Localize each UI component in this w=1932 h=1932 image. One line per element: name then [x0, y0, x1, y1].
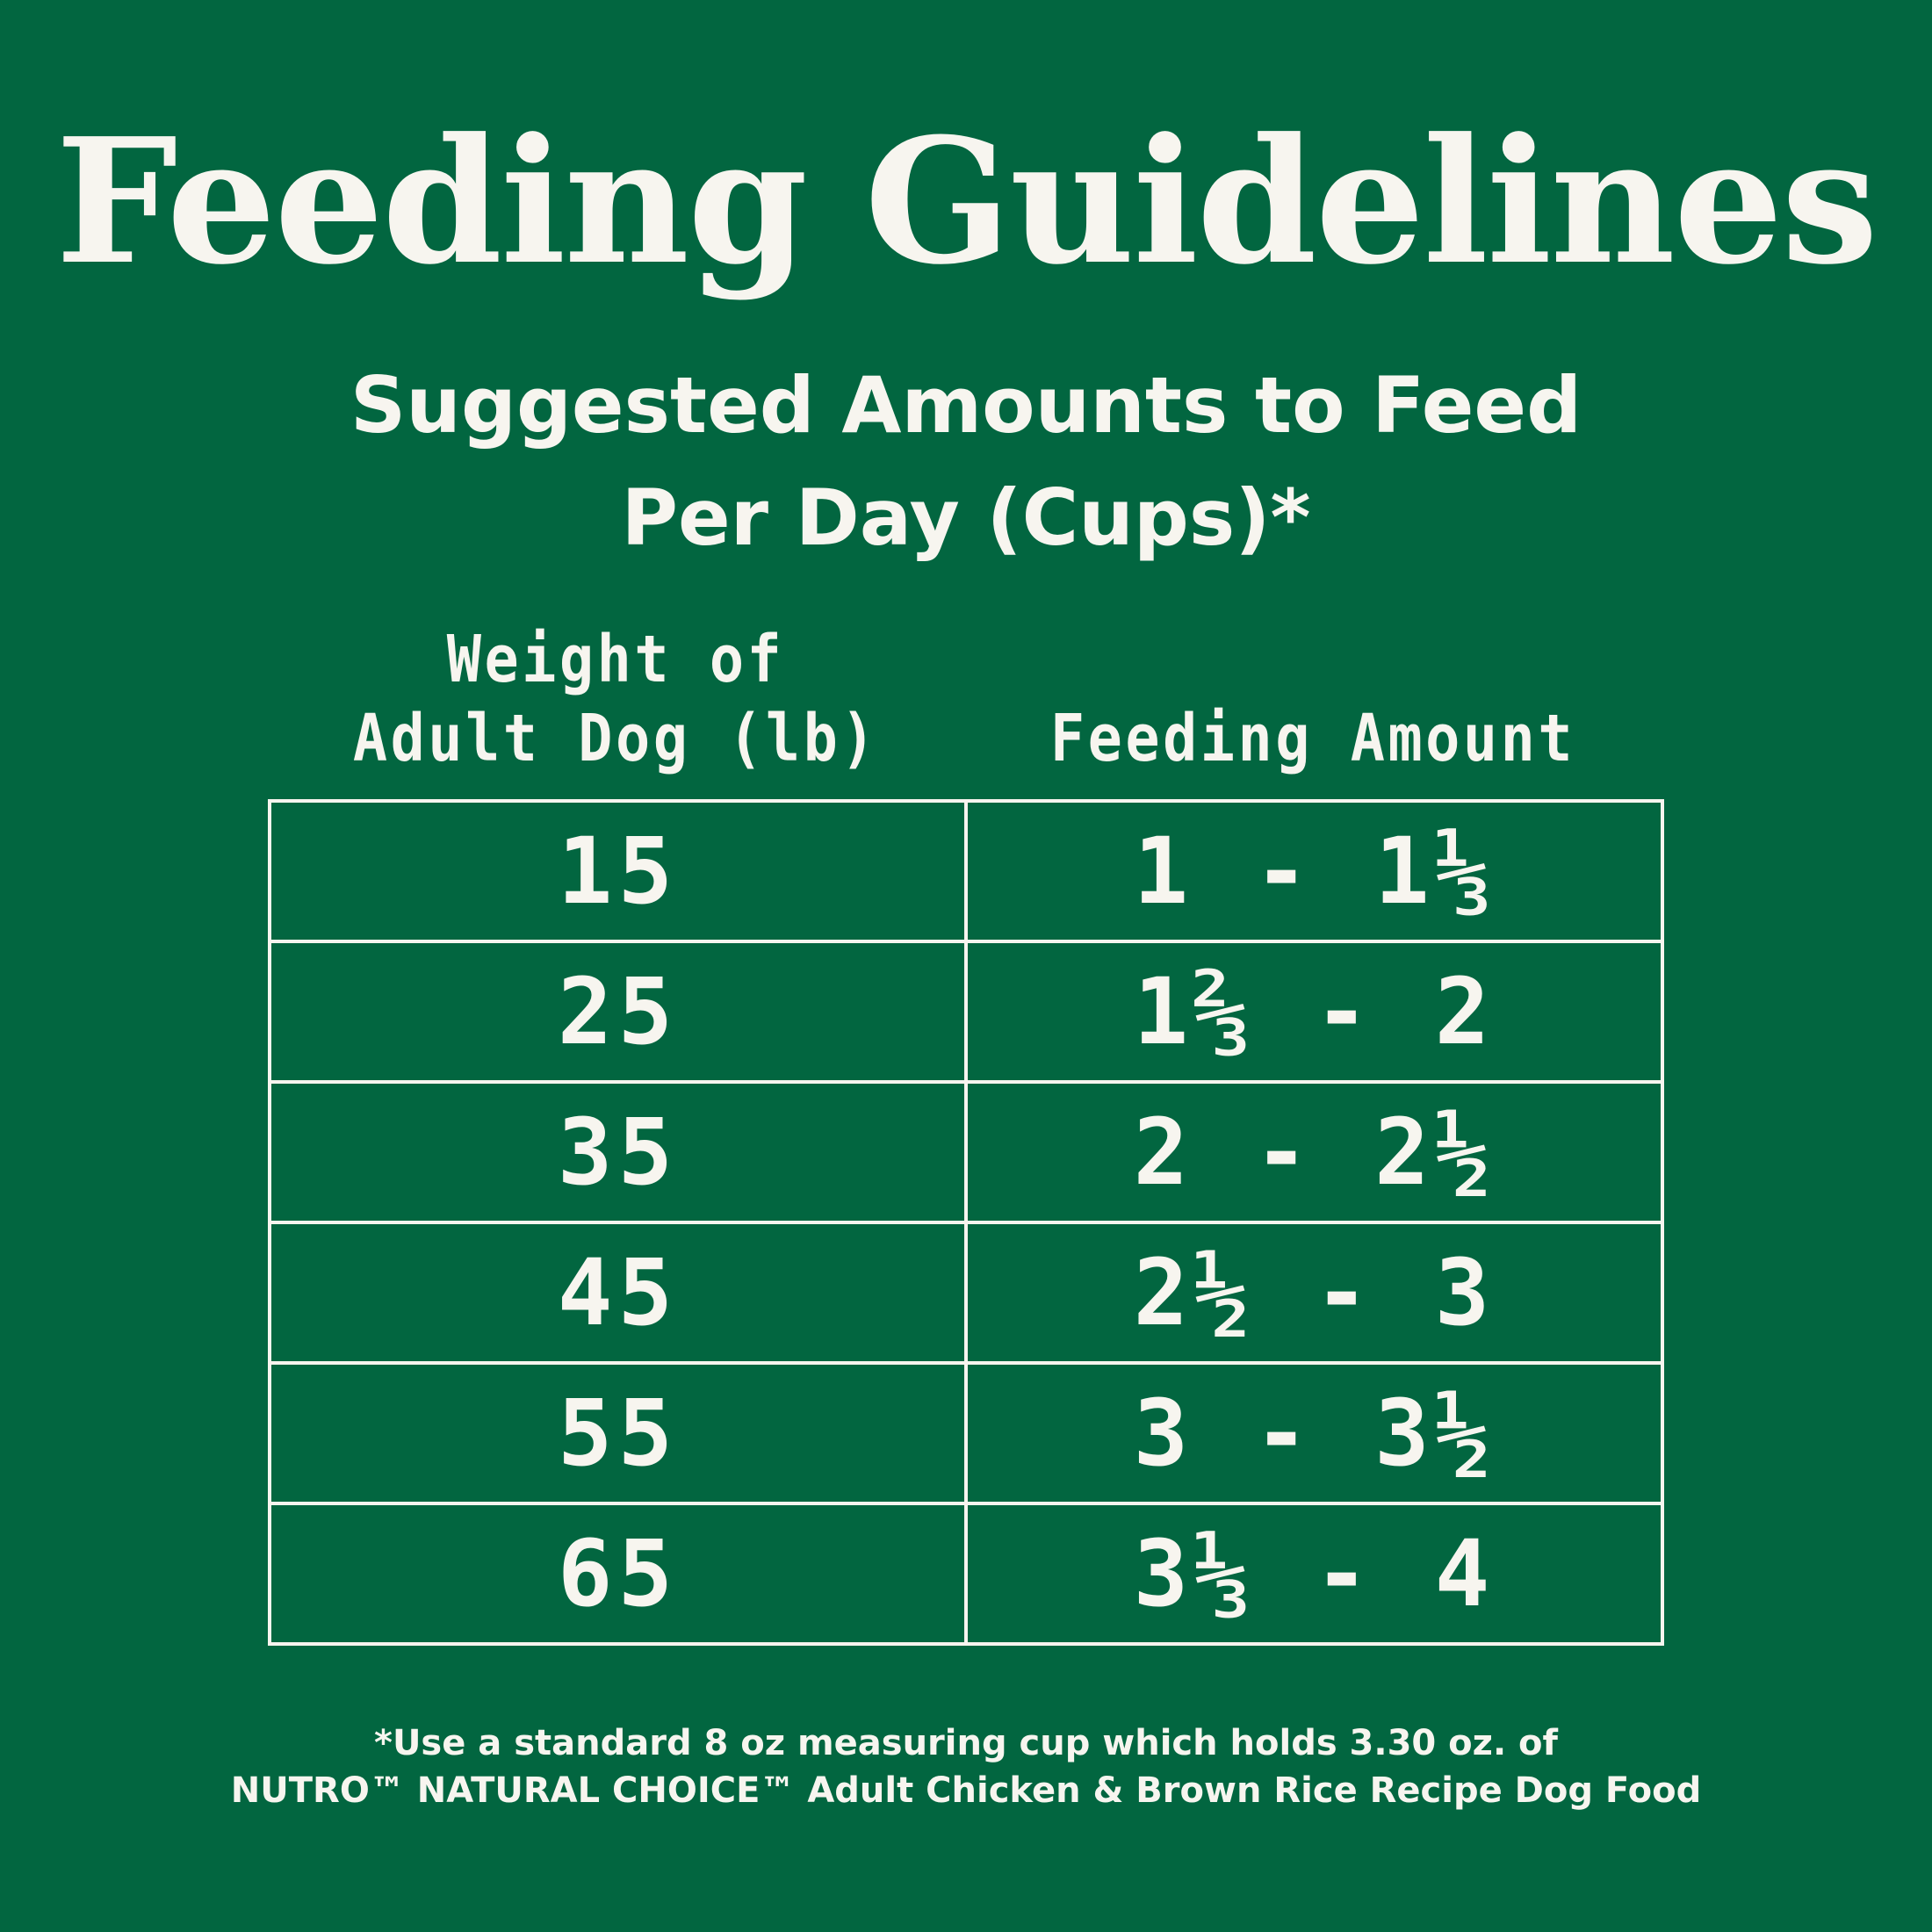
subtitle: Suggested Amounts to Feed Per Day (Cups)… [0, 350, 1932, 574]
column-header-amount: Feeding Amount [1007, 699, 1618, 778]
feeding-table: 15 1 - 1⅓ 25 1⅔ - 2 35 2 - 2½ 45 2½ - 3 … [268, 799, 1664, 1646]
table-row: 35 2 - 2½ [271, 1084, 1661, 1224]
footnote-line-2: NUTRO™ NATURAL CHOICE™ Adult Chicken & B… [230, 1770, 1702, 1811]
footnote: *Use a standard 8 oz measuring cup which… [0, 1719, 1932, 1814]
page-title: Feeding Guidelines [55, 101, 1878, 303]
table-row: 45 2½ - 3 [271, 1224, 1661, 1365]
weight-cell: 65 [271, 1505, 968, 1642]
amount-cell: 3 - 3½ [1133, 1380, 1496, 1487]
subtitle-line-2: Per Day (Cups)* [621, 472, 1311, 563]
column-header-weight: Weight of Adult Dog (lb) [310, 620, 920, 778]
table-row: 25 1⅔ - 2 [271, 943, 1661, 1084]
column-header-weight-line-2: Adult Dog (lb) [352, 701, 879, 776]
amount-cell: 3⅓ - 4 [1133, 1520, 1496, 1627]
weight-cell: 25 [271, 943, 968, 1080]
amount-cell: 1⅔ - 2 [1133, 958, 1496, 1065]
table-row: 55 3 - 3½ [271, 1365, 1661, 1505]
amount-cell: 1 - 1⅓ [1133, 818, 1496, 925]
column-header-amount-label: Feeding Amount [1049, 701, 1576, 776]
weight-cell: 15 [271, 803, 968, 940]
table-row: 15 1 - 1⅓ [271, 803, 1661, 943]
subtitle-line-1: Suggested Amounts to Feed [350, 360, 1582, 451]
table-row: 65 3⅓ - 4 [271, 1505, 1661, 1642]
amount-cell: 2½ - 3 [1133, 1239, 1496, 1346]
weight-cell: 55 [271, 1365, 968, 1502]
footnote-line-1: *Use a standard 8 oz measuring cup which… [374, 1723, 1558, 1763]
amount-cell: 2 - 2½ [1133, 1099, 1496, 1206]
weight-cell: 35 [271, 1084, 968, 1221]
column-header-weight-line-1: Weight of [446, 622, 785, 697]
weight-cell: 45 [271, 1224, 968, 1361]
